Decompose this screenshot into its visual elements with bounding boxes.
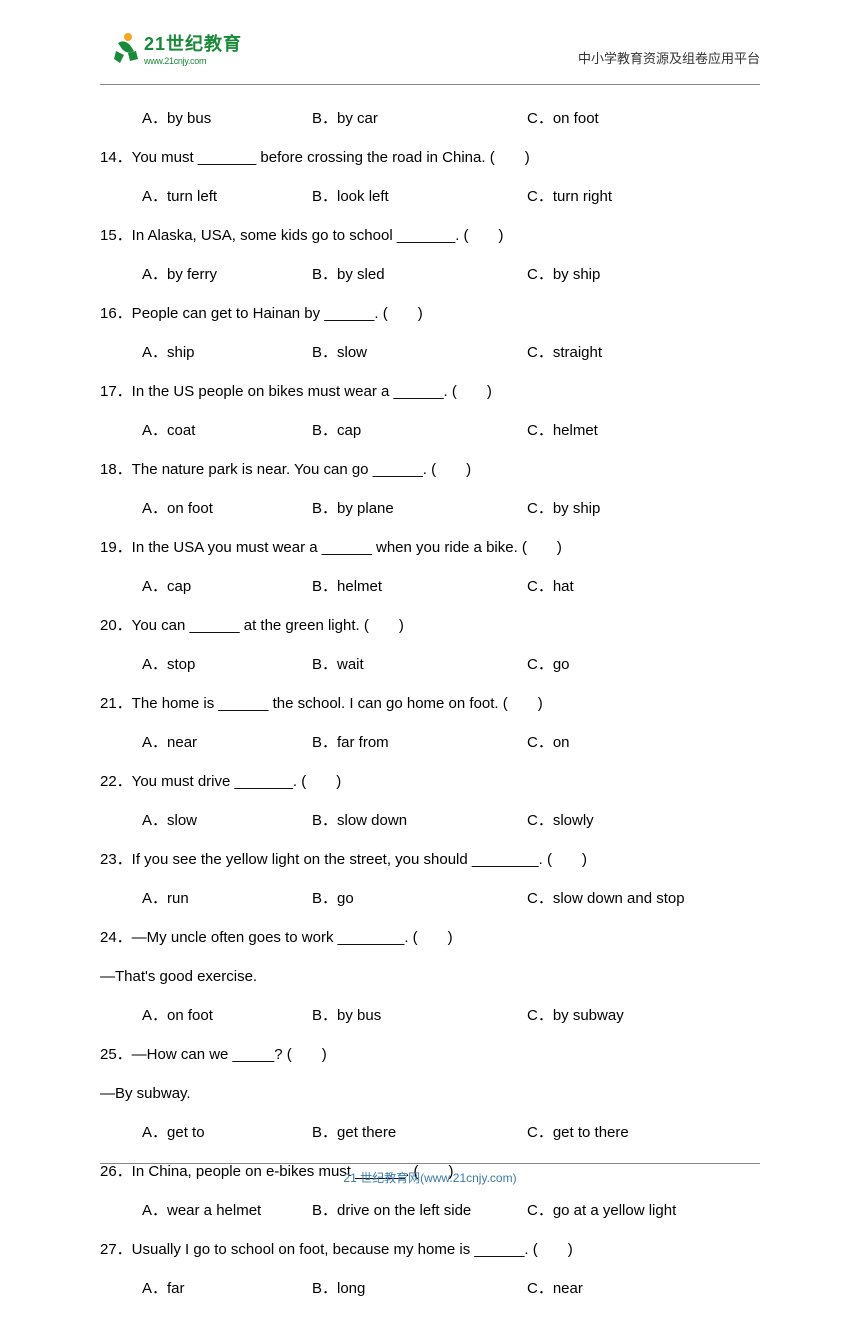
choice-c: C．hat: [527, 576, 760, 597]
question-continuation: —By subway.: [100, 1083, 760, 1104]
choice-row: A．farB．longC．near: [100, 1278, 760, 1299]
choice-row: A．by ferryB．by sledC．by ship: [100, 264, 760, 285]
question-text: 27．Usually I go to school on foot, becau…: [100, 1239, 760, 1260]
choice-row: A．wear a helmetB．drive on the left sideC…: [100, 1200, 760, 1221]
logo-text: 21世纪教育 www.21cnjy.com: [144, 30, 242, 66]
choice-a: A．coat: [142, 420, 312, 441]
choice-a: A．run: [142, 888, 312, 909]
choice-b: B．by car: [312, 108, 527, 129]
choice-a: A．get to: [142, 1122, 312, 1143]
question-text: 18．The nature park is near. You can go _…: [100, 459, 760, 480]
choice-row: A．coatB．capC．helmet: [100, 420, 760, 441]
question-text: 16．People can get to Hainan by ______. (…: [100, 303, 760, 324]
choice-b: B．by plane: [312, 498, 527, 519]
choice-c: C．turn right: [527, 186, 760, 207]
choice-a: A．slow: [142, 810, 312, 831]
choice-b: B．cap: [312, 420, 527, 441]
header-right-text: 中小学教育资源及组卷应用平台: [578, 48, 760, 67]
choice-a: A．near: [142, 732, 312, 753]
choice-b: B．wait: [312, 654, 527, 675]
choice-c: C．on foot: [527, 108, 760, 129]
question-text: 20．You can ______ at the green light. ( …: [100, 615, 760, 636]
choice-a: A．cap: [142, 576, 312, 597]
choice-c: C．go: [527, 654, 760, 675]
choice-a: A．by bus: [142, 108, 312, 129]
choice-b: B．by sled: [312, 264, 527, 285]
footer-divider: [100, 1163, 760, 1164]
choice-a: A．wear a helmet: [142, 1200, 312, 1221]
question-text: 14．You must _______ before crossing the …: [100, 147, 760, 168]
choice-c: C．by ship: [527, 498, 760, 519]
question-text: 19．In the USA you must wear a ______ whe…: [100, 537, 760, 558]
choice-c: C．go at a yellow light: [527, 1200, 760, 1221]
choice-row: A．get toB．get thereC．get to there: [100, 1122, 760, 1143]
choice-c: C．by ship: [527, 264, 760, 285]
question-text: 17．In the US people on bikes must wear a…: [100, 381, 760, 402]
choice-b: B．long: [312, 1278, 527, 1299]
choice-row: A．nearB．far fromC．on: [100, 732, 760, 753]
choice-c: C．near: [527, 1278, 760, 1299]
choice-a: A．on foot: [142, 498, 312, 519]
choice-row: A．shipB．slowC．straight: [100, 342, 760, 363]
choice-a: A．on foot: [142, 1005, 312, 1026]
logo-sub-text: www.21cnjy.com: [144, 56, 242, 66]
choice-c: C．get to there: [527, 1122, 760, 1143]
question-text: 15．In Alaska, USA, some kids go to schoo…: [100, 225, 760, 246]
choice-c: C．straight: [527, 342, 760, 363]
choice-b: B．slow down: [312, 810, 527, 831]
choice-a: A．turn left: [142, 186, 312, 207]
choice-row: A．on footB．by planeC．by ship: [100, 498, 760, 519]
question-continuation: —That's good exercise.: [100, 966, 760, 987]
choice-b: B．far from: [312, 732, 527, 753]
choice-row: A．slowB．slow downC．slowly: [100, 810, 760, 831]
choice-b: B．slow: [312, 342, 527, 363]
choice-c: C．helmet: [527, 420, 760, 441]
logo: 21世纪教育 www.21cnjy.com: [110, 30, 242, 66]
choice-c: C．slow down and stop: [527, 888, 760, 909]
choice-a: A．by ferry: [142, 264, 312, 285]
logo-main-text: 21世纪教育: [144, 30, 242, 56]
initial-choice-row: A．by bus B．by car C．on foot: [100, 108, 760, 129]
choice-b: B．drive on the left side: [312, 1200, 527, 1221]
choice-c: C．on: [527, 732, 760, 753]
choice-b: B．helmet: [312, 576, 527, 597]
choice-c: C．by subway: [527, 1005, 760, 1026]
question-text: 24．—My uncle often goes to work ________…: [100, 927, 760, 948]
choice-a: A．stop: [142, 654, 312, 675]
choice-b: B．by bus: [312, 1005, 527, 1026]
content-area: A．by bus B．by car C．on foot 14．You must …: [100, 108, 760, 1317]
choice-a: A．far: [142, 1278, 312, 1299]
header: 21世纪教育 www.21cnjy.com 中小学教育资源及组卷应用平台: [100, 30, 760, 85]
question-text: 22．You must drive _______. ( ): [100, 771, 760, 792]
question-text: 23．If you see the yellow light on the st…: [100, 849, 760, 870]
footer-text: 21 世纪教育网(www.21cnjy.com): [0, 1169, 860, 1186]
choice-row: A．on footB．by busC．by subway: [100, 1005, 760, 1026]
choice-b: B．get there: [312, 1122, 527, 1143]
question-text: 21．The home is ______ the school. I can …: [100, 693, 760, 714]
choice-a: A．ship: [142, 342, 312, 363]
choice-row: A．turn leftB．look leftC．turn right: [100, 186, 760, 207]
choice-row: A．capB．helmetC．hat: [100, 576, 760, 597]
choice-c: C．slowly: [527, 810, 760, 831]
choice-b: B．look left: [312, 186, 527, 207]
logo-icon: [110, 31, 140, 65]
choice-row: A．stopB．waitC．go: [100, 654, 760, 675]
choice-b: B．go: [312, 888, 527, 909]
choice-row: A．runB．goC．slow down and stop: [100, 888, 760, 909]
question-text: 25．—How can we _____? ( ): [100, 1044, 760, 1065]
